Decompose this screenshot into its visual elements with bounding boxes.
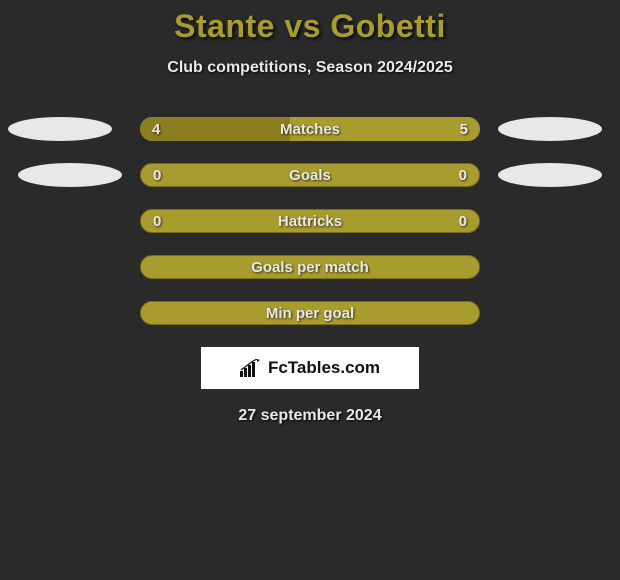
- stat-value-right: 5: [460, 121, 468, 138]
- player-marker-right: [498, 163, 602, 187]
- stat-label: Goals per match: [251, 259, 369, 276]
- comparison-card: Stante vs Gobetti Club competitions, Sea…: [0, 0, 620, 425]
- player-marker-right: [498, 117, 602, 141]
- player-marker-left: [18, 163, 122, 187]
- stat-label: Min per goal: [266, 305, 354, 322]
- stat-value-left: 0: [153, 213, 161, 230]
- player-marker-left: [8, 117, 112, 141]
- stat-bar-fill-left: [140, 117, 290, 141]
- page-title: Stante vs Gobetti: [174, 8, 446, 45]
- logo-text: FcTables.com: [268, 358, 380, 378]
- stat-bar: 0 Goals 0: [140, 163, 480, 187]
- stat-value-left: 0: [153, 167, 161, 184]
- stat-row-hattricks: 0 Hattricks 0: [0, 209, 620, 233]
- stat-value-right: 0: [459, 213, 467, 230]
- stat-label: Goals: [289, 167, 331, 184]
- stat-label: Hattricks: [278, 213, 342, 230]
- stat-row-goals: 0 Goals 0: [0, 163, 620, 187]
- chart-icon: [240, 359, 262, 377]
- stat-row-goals-per-match: Goals per match: [0, 255, 620, 279]
- date-label: 27 september 2024: [238, 407, 381, 425]
- stat-bar: Min per goal: [140, 301, 480, 325]
- stat-row-min-per-goal: Min per goal: [0, 301, 620, 325]
- stat-bar: 4 Matches 5: [140, 117, 480, 141]
- stat-row-matches: 4 Matches 5: [0, 117, 620, 141]
- page-subtitle: Club competitions, Season 2024/2025: [167, 59, 452, 77]
- stat-rows: 4 Matches 5 0 Goals 0 0 Hattricks 0: [0, 117, 620, 325]
- stat-value-left: 4: [152, 121, 160, 138]
- stat-bar: Goals per match: [140, 255, 480, 279]
- site-logo[interactable]: FcTables.com: [201, 347, 419, 389]
- stat-bar: 0 Hattricks 0: [140, 209, 480, 233]
- stat-value-right: 0: [459, 167, 467, 184]
- stat-label: Matches: [280, 121, 340, 138]
